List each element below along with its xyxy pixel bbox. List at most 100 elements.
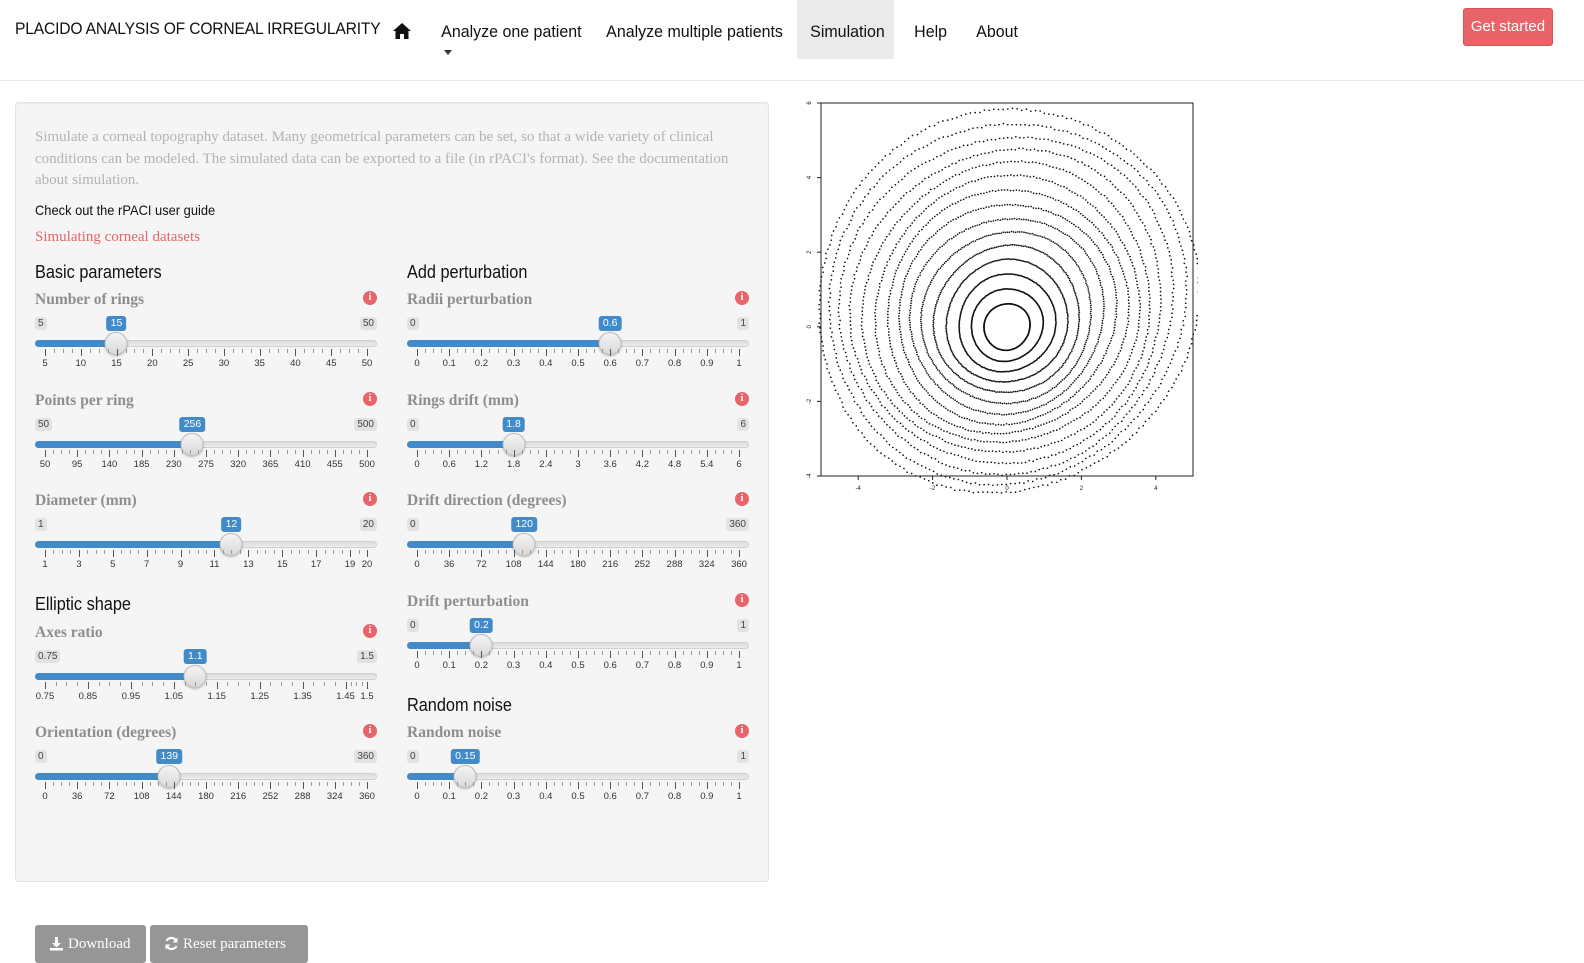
info-icon[interactable]: i bbox=[735, 291, 749, 305]
ring-point bbox=[846, 360, 848, 362]
brand-title[interactable]: PLACIDO ANALYSIS OF CORNEAL IRREGULARITY bbox=[15, 19, 380, 39]
ring-point bbox=[1035, 265, 1037, 267]
ring-point bbox=[1021, 245, 1023, 247]
ring-point bbox=[1083, 124, 1085, 126]
ring-point bbox=[989, 412, 991, 414]
ring-point bbox=[945, 486, 947, 488]
ring-point bbox=[867, 383, 869, 385]
ring-point bbox=[1076, 298, 1078, 300]
ring-point bbox=[835, 357, 837, 359]
ring-point bbox=[862, 252, 864, 254]
reset-parameters-button[interactable]: Reset parameters bbox=[150, 925, 308, 963]
ring-point bbox=[981, 472, 983, 474]
info-icon[interactable]: i bbox=[363, 492, 377, 506]
ring-point bbox=[1194, 249, 1196, 251]
ring-point bbox=[949, 304, 951, 306]
ring-point bbox=[1100, 282, 1102, 284]
info-icon[interactable]: i bbox=[363, 624, 377, 638]
ring-point bbox=[1034, 221, 1036, 223]
user-guide-link[interactable]: Check out the rPACI user guide bbox=[35, 202, 215, 218]
ring-point bbox=[1122, 145, 1124, 147]
nav-analyze-multiple-patients[interactable]: Analyze multiple patients bbox=[593, 0, 796, 59]
ring-point bbox=[974, 194, 976, 196]
slider-ticks bbox=[35, 550, 377, 558]
ring-point bbox=[971, 408, 973, 410]
ring-point bbox=[833, 344, 835, 346]
ring-point bbox=[887, 316, 889, 318]
ring-point bbox=[1148, 287, 1150, 289]
ring-point bbox=[1066, 118, 1068, 120]
ring-point bbox=[832, 340, 834, 342]
ring-point bbox=[911, 368, 913, 370]
ring-point bbox=[839, 217, 841, 219]
ring-point bbox=[1077, 431, 1079, 433]
info-icon[interactable]: i bbox=[363, 724, 377, 738]
ring-point bbox=[1052, 409, 1054, 411]
ring-point bbox=[875, 395, 877, 397]
ring-point bbox=[1182, 320, 1184, 322]
ring-point bbox=[892, 206, 894, 208]
ring-point bbox=[1128, 315, 1130, 317]
ring-point bbox=[900, 334, 902, 336]
ring-point bbox=[980, 300, 982, 302]
ring-point bbox=[1036, 193, 1038, 195]
simulating-datasets-link[interactable]: Simulating corneal datasets bbox=[35, 229, 200, 246]
ring-point bbox=[994, 413, 996, 415]
ring-point bbox=[921, 465, 923, 467]
ring-point bbox=[856, 207, 858, 209]
ring-point bbox=[1054, 408, 1056, 410]
download-button[interactable]: Download bbox=[35, 925, 146, 963]
ring-point bbox=[1008, 392, 1010, 394]
ring-point bbox=[1081, 353, 1083, 355]
home-icon[interactable] bbox=[392, 22, 412, 40]
ring-point bbox=[852, 422, 854, 424]
ring-point bbox=[906, 192, 908, 194]
ring-point bbox=[1115, 294, 1117, 296]
ring-point bbox=[1090, 203, 1092, 205]
ring-point bbox=[831, 331, 833, 333]
ring-point bbox=[1150, 243, 1152, 245]
ring-point bbox=[961, 417, 963, 419]
info-icon[interactable]: i bbox=[363, 291, 377, 305]
slider-tick-label: 0.9 bbox=[700, 358, 713, 369]
ring-point bbox=[869, 402, 871, 404]
ring-point bbox=[994, 390, 996, 392]
nav-about[interactable]: About bbox=[963, 0, 1031, 59]
ring-point bbox=[1112, 276, 1114, 278]
ring-point bbox=[879, 351, 881, 353]
get-started-button[interactable]: Get started bbox=[1463, 8, 1553, 46]
caret-down-icon[interactable] bbox=[444, 50, 452, 55]
ring-point bbox=[908, 361, 910, 363]
info-icon[interactable]: i bbox=[735, 724, 749, 738]
ring-point bbox=[912, 340, 914, 342]
slider-tick-label: 216 bbox=[602, 559, 618, 570]
ring-point bbox=[1029, 419, 1031, 421]
ring-point bbox=[967, 212, 969, 214]
ring-point bbox=[1062, 296, 1064, 298]
info-icon[interactable]: i bbox=[363, 392, 377, 406]
ring-point bbox=[1189, 235, 1191, 237]
slider-value-label: 0.6 bbox=[599, 316, 622, 331]
info-icon[interactable]: i bbox=[735, 492, 749, 506]
ring-point bbox=[1099, 429, 1101, 431]
nav-help[interactable]: Help bbox=[901, 0, 960, 59]
nav-analyze-one-patient[interactable]: Analyze one patient bbox=[428, 0, 595, 59]
ring-point bbox=[999, 149, 1001, 151]
slider-value-label: 120 bbox=[511, 517, 537, 532]
ring-point bbox=[1098, 277, 1100, 279]
ring-point bbox=[895, 362, 897, 364]
info-icon[interactable]: i bbox=[735, 392, 749, 406]
ring-point bbox=[1080, 355, 1082, 357]
nav-simulation[interactable]: Simulation bbox=[797, 0, 894, 59]
info-icon[interactable]: i bbox=[735, 593, 749, 607]
